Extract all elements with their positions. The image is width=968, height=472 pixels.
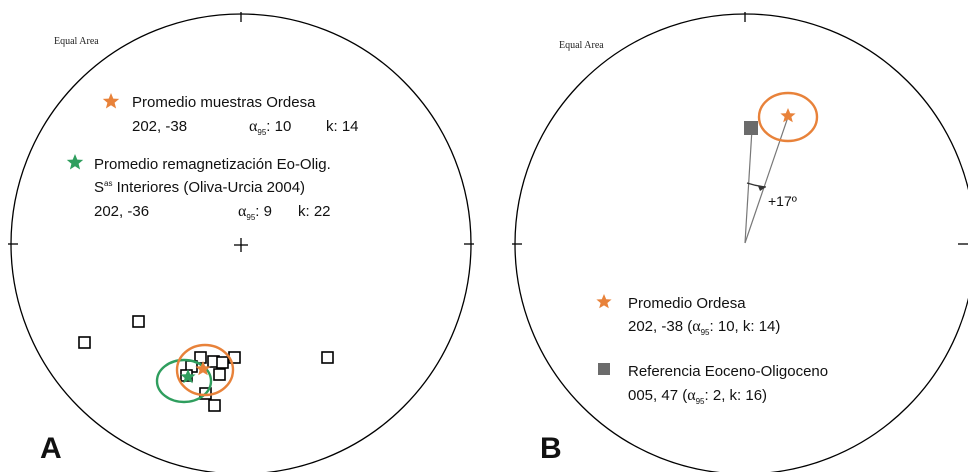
legend-remag-line2: Sas Interiores (Oliva-Urcia 2004): [94, 179, 305, 196]
sample-square: [213, 368, 226, 381]
panel-a: Equal Area Promedio muestras Ordesa 202,…: [8, 12, 474, 472]
ordesa-star-icon: [102, 93, 120, 109]
rotation-label: +17º: [768, 193, 797, 209]
remag-a95-ellipse: [155, 358, 213, 404]
panel-letter-b: B: [540, 432, 562, 465]
sample-squares: [78, 315, 334, 412]
remag-mean-star: [180, 369, 196, 384]
ordesa-mean-star: [195, 361, 211, 376]
legend-ordesa-alpha: α95: 10: [249, 118, 291, 137]
panel-b: Equal Area +17º Promedio Ordesa 202, -38…: [512, 12, 968, 472]
legend-ordesa-title: Promedio muestras Ordesa: [132, 94, 316, 111]
panel-letter-a: A: [40, 432, 62, 465]
center-cross-a: [234, 238, 248, 252]
legend-ordesa-title-b: Promedio Ordesa: [628, 295, 746, 312]
ordesa-mean-star-b: [780, 108, 796, 123]
rotation-arrow-icon: [758, 186, 766, 191]
legend-reference-title: Referencia Eoceno-Oligoceno: [628, 363, 828, 380]
rotation-arc: [746, 182, 767, 188]
legend-remag-decinc: 202, -36: [94, 203, 149, 220]
sample-square: [321, 351, 334, 364]
legend-reference-square-icon: [598, 363, 610, 375]
sample-square: [132, 315, 145, 328]
sample-square: [216, 356, 229, 369]
legend-remag-line1: Promedio remagnetización Eo-Olig.: [94, 156, 331, 173]
remag-star-icon: [66, 154, 84, 170]
legend-ordesa-star-b-icon: [596, 294, 612, 309]
projection-label-b: Equal Area: [559, 40, 604, 51]
legend-ordesa-k: k: 14: [326, 118, 359, 135]
legend-remag-alpha: α95: 9: [238, 203, 272, 222]
legend-ordesa-decinc: 202, -38: [132, 118, 187, 135]
legend-remag-k: k: 22: [298, 203, 331, 220]
ordesa-direction-line: [744, 116, 789, 244]
legend-reference-values: 005, 47 (α95: 2, k: 16): [628, 387, 767, 406]
reference-marker: [744, 121, 758, 135]
reference-direction-line: [744, 128, 753, 244]
sample-square: [78, 336, 91, 349]
projection-label-a: Equal Area: [54, 36, 99, 47]
sample-square: [208, 399, 221, 412]
ordesa-a95-ellipse-b: [757, 91, 819, 143]
legend-ordesa-values-b: 202, -38 (α95: 10, k: 14): [628, 318, 780, 337]
ordesa-a95-ellipse: [175, 343, 235, 397]
